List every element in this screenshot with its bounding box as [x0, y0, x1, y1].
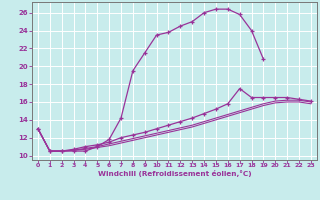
X-axis label: Windchill (Refroidissement éolien,°C): Windchill (Refroidissement éolien,°C) [98, 170, 251, 177]
